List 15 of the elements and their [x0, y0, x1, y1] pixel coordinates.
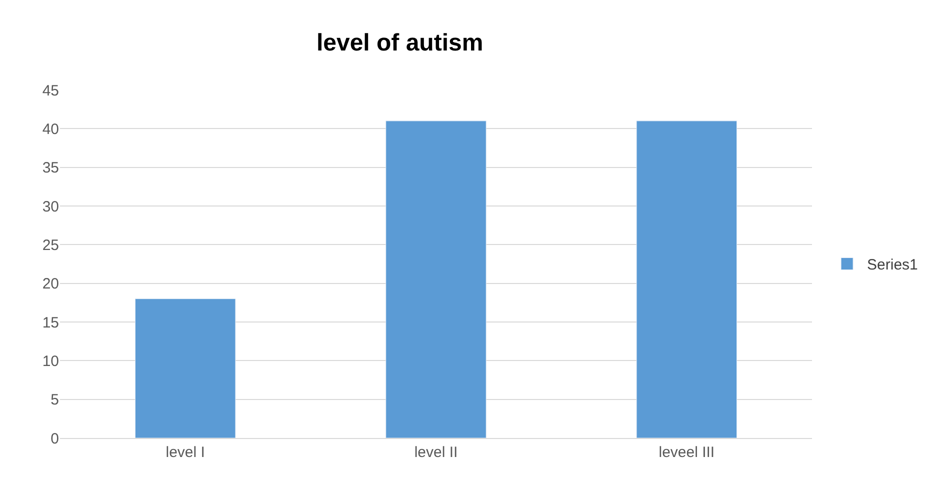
y-tick-label: 15 — [42, 314, 59, 332]
y-tick-label: 30 — [42, 198, 59, 216]
x-tick-label: level II — [414, 444, 458, 461]
y-tick-label: 10 — [42, 352, 59, 370]
x-tick-label: level I — [166, 444, 205, 461]
y-tick-label: 5 — [50, 392, 59, 409]
y-tick-label: 35 — [42, 160, 59, 177]
y-tick-label: 40 — [42, 120, 59, 138]
chart-title: level of autism — [316, 30, 484, 57]
y-tick-label: 25 — [42, 236, 59, 254]
y-tick-label: 20 — [42, 276, 59, 293]
y-tick-label: 45 — [42, 82, 59, 100]
x-tick-label: leveel III — [658, 444, 715, 461]
y-tick-label: 0 — [50, 430, 59, 448]
legend-label: Series1 — [867, 256, 918, 274]
